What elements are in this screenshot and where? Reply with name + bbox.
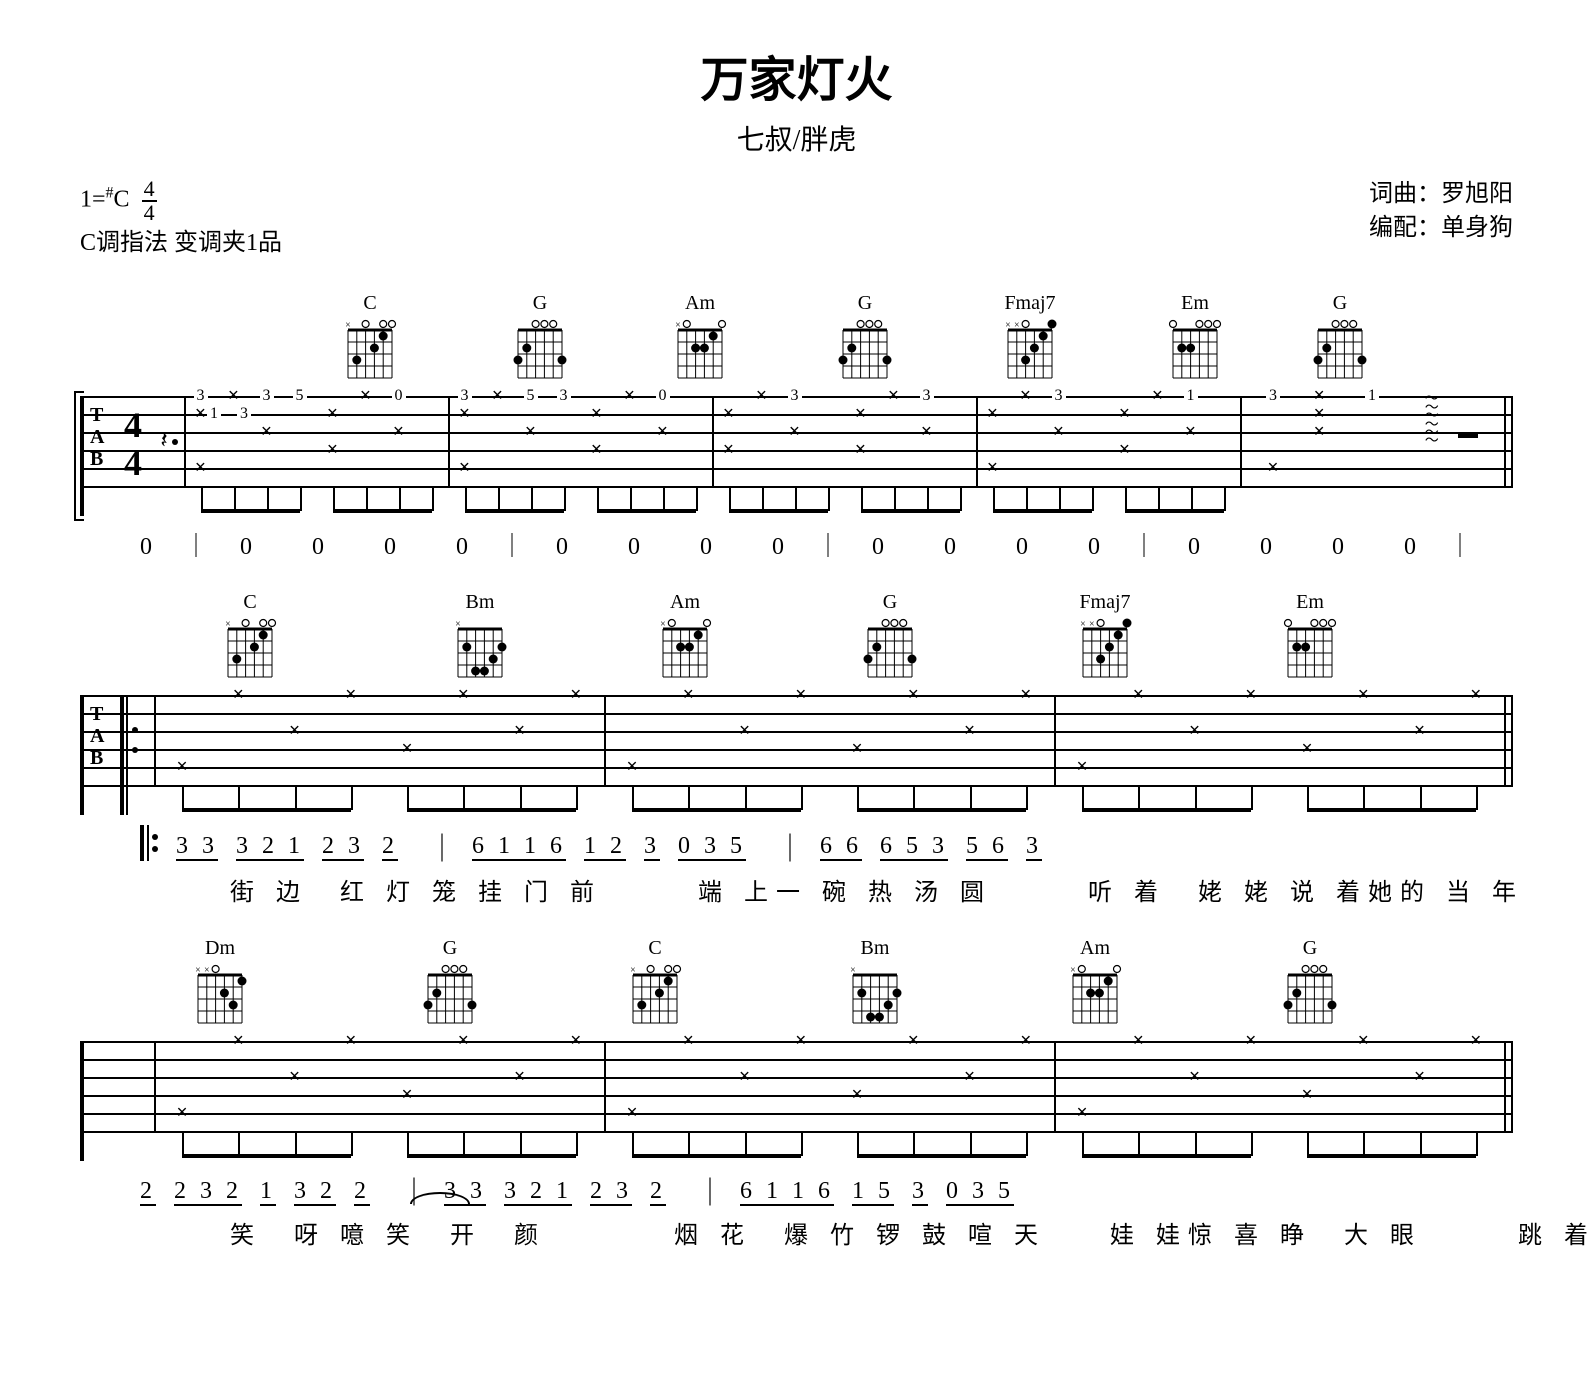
svg-text:×: ×	[204, 965, 210, 976]
lyricist-composer: 词曲：罗旭阳	[1369, 178, 1513, 212]
song-title: 万家灯火	[80, 40, 1513, 110]
tab-staff: ××××××××××××××××××××××××	[80, 1041, 1513, 1161]
music-system: C× Bm× Am× G Fmaj7×× EmTAB×××××××××××××××××××…	[80, 591, 1513, 907]
arranger: 编配：单身狗	[1369, 212, 1513, 246]
svg-text:×: ×	[850, 965, 856, 976]
jianpu-notation: 0 ｜ 0 0 0 0 ｜ 0 0 0 0 ｜ 0 0 0 0 ｜ 0 0 0 …	[80, 526, 1513, 561]
chord-diagram: Am×	[670, 292, 730, 393]
lyric-line: 街 边 红 灯 笼 挂 门 前 端 上一 碗 热 汤 圆 听 着 姥 姥 说 着…	[80, 872, 1513, 907]
svg-text:×: ×	[345, 320, 351, 331]
tab-clef: TAB	[90, 703, 104, 769]
chord-diagram: G	[420, 937, 480, 1038]
chord-diagram: Am×	[1065, 937, 1125, 1038]
chord-diagram: Am×	[655, 591, 715, 692]
chord-diagram: Dm××	[190, 937, 250, 1038]
chord-diagram: C×	[340, 292, 400, 393]
tab-staff: TAB4413𝄽3×××3×5×××0×3×××5×3×××0××××3××××…	[80, 396, 1513, 516]
svg-text:×: ×	[1014, 320, 1020, 331]
tab-staff: TAB××××××××××××××××××××××××	[80, 695, 1513, 815]
chord-row: C× Bm× Am× G Fmaj7×× Em	[80, 591, 1513, 691]
chord-diagram: G	[860, 591, 920, 692]
credits-block: 词曲：罗旭阳 编配：单身狗	[1369, 178, 1513, 262]
svg-text:×: ×	[225, 619, 231, 630]
key-signature-block: 1=#C 44 C调指法 变调夹1品	[80, 178, 282, 262]
chord-diagram: Bm×	[845, 937, 905, 1038]
chord-diagram: C×	[220, 591, 280, 692]
chord-diagram: G	[1310, 292, 1370, 393]
tab-clef: TAB	[90, 404, 104, 470]
music-system: Dm×× G C× Bm× Am× G×××××××××××××××××××××××× 22…	[80, 937, 1513, 1262]
chord-diagram: G	[1280, 937, 1340, 1038]
song-subtitle: 七叔/胖虎	[80, 118, 1513, 158]
svg-text:×: ×	[675, 320, 681, 331]
svg-text:×: ×	[630, 965, 636, 976]
chord-diagram: Bm×	[450, 591, 510, 692]
svg-text:×: ×	[1080, 619, 1086, 630]
svg-text:×: ×	[195, 965, 201, 976]
svg-text:×: ×	[455, 619, 461, 630]
chord-row: Dm×× G C× Bm× Am× G	[80, 937, 1513, 1037]
lyric-line: 笑 呀 噫 笑 开 颜 烟 花 爆 竹 锣 鼓 喧 天 娃 娃惊 喜 睁 大 眼…	[80, 1215, 1513, 1250]
svg-text:×: ×	[1089, 619, 1095, 630]
capo-info: C调指法 变调夹1品	[80, 224, 282, 262]
chord-diagram: Em	[1165, 292, 1225, 393]
chord-diagram: Fmaj7××	[1000, 292, 1060, 393]
svg-text:×: ×	[1005, 320, 1011, 331]
chord-diagram: Em	[1280, 591, 1340, 692]
jianpu-notation: 22 3 213 22｜3 33 2 12 32｜6 1 1 61 530 3 …	[80, 1171, 1513, 1211]
chord-diagram: G	[835, 292, 895, 393]
chord-diagram: G	[510, 292, 570, 393]
chord-row: C× G Am× G Fmaj7×× Em G	[80, 292, 1513, 392]
music-system: C×GAm×GFmaj7××EmGTAB4413𝄽3×××3×5×××0×3××…	[80, 292, 1513, 561]
chord-diagram: Fmaj7××	[1075, 591, 1135, 692]
chord-diagram: C×	[625, 937, 685, 1038]
jianpu-notation: 3 33 2 12 32｜6 1 1 61 230 3 5｜6 66 5 35 …	[80, 825, 1513, 868]
time-signature: 44	[124, 408, 142, 484]
svg-text:×: ×	[660, 619, 666, 630]
svg-text:×: ×	[1070, 965, 1076, 976]
